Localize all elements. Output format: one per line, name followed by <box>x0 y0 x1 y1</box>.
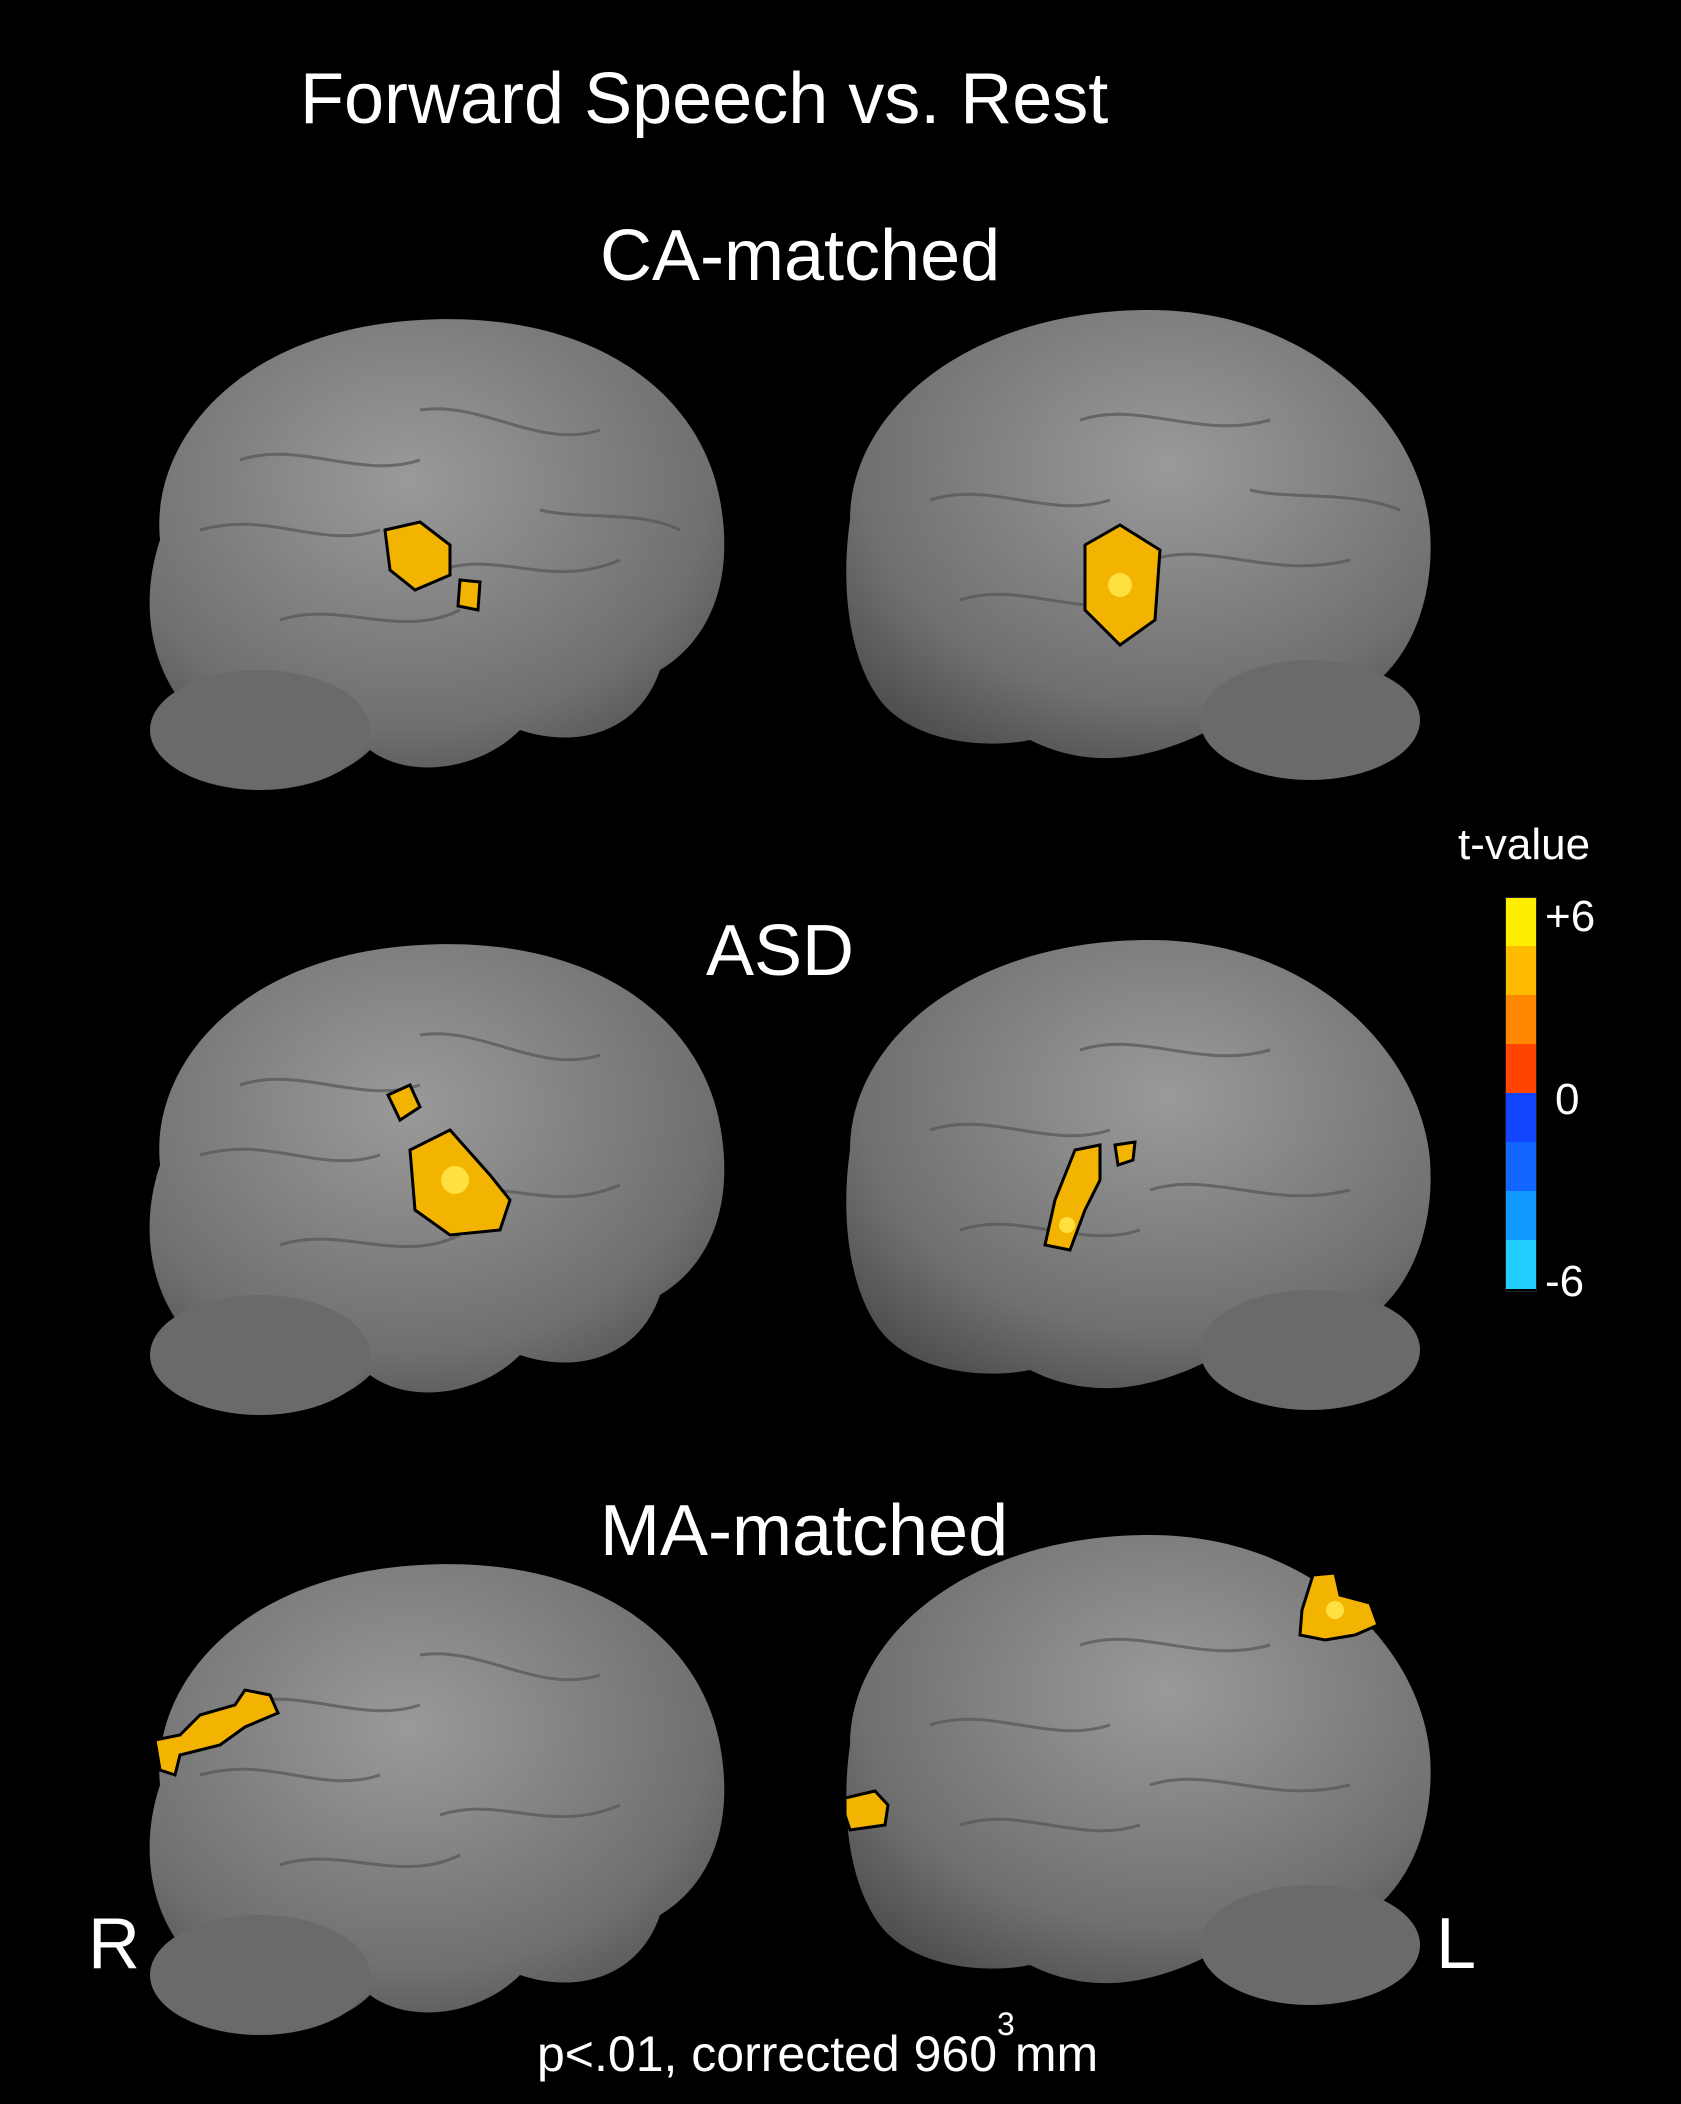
footnote-superscript: 3 <box>997 2006 1015 2042</box>
legend-zero-label: 0 <box>1555 1075 1580 1124</box>
brain-ca-left <box>846 310 1431 780</box>
colorbar-segment <box>1506 1044 1536 1093</box>
brain-ma-left <box>843 1535 1431 2005</box>
figure-title: Forward Speech vs. Rest <box>300 59 1109 139</box>
legend-max-label: +6 <box>1545 892 1596 941</box>
colorbar-segment <box>1506 946 1536 995</box>
legend-title: t-value <box>1458 820 1591 869</box>
legend-min-label: -6 <box>1545 1257 1585 1306</box>
group-label-ca-matched: CA-matched <box>600 216 1001 296</box>
colorbar-segment <box>1506 1093 1536 1142</box>
colorbar-segment <box>1506 1142 1536 1191</box>
colorbar-segment <box>1506 995 1536 1044</box>
left-hemisphere-label: L <box>1436 1904 1477 1984</box>
footnote-prefix: p<.01, corrected 960 <box>537 2026 998 2082</box>
brain-ca-right <box>149 319 725 790</box>
colorbar-segment <box>1506 898 1536 946</box>
footnote-suffix: mm <box>1014 2026 1099 2082</box>
group-label-ma-matched: MA-matched <box>600 1491 1009 1571</box>
right-hemisphere-label: R <box>88 1904 140 1984</box>
brain-asd-left <box>846 940 1431 1410</box>
colorbar-segment <box>1506 1191 1536 1240</box>
footnote: p<.01, corrected 9603mm <box>537 2006 1099 2083</box>
colorbar-segment <box>1506 1240 1536 1289</box>
colorbar <box>1505 897 1537 1292</box>
brain-ma-right <box>149 1564 725 2035</box>
group-label-asd: ASD <box>706 911 855 991</box>
brain-asd-right <box>149 944 725 1415</box>
